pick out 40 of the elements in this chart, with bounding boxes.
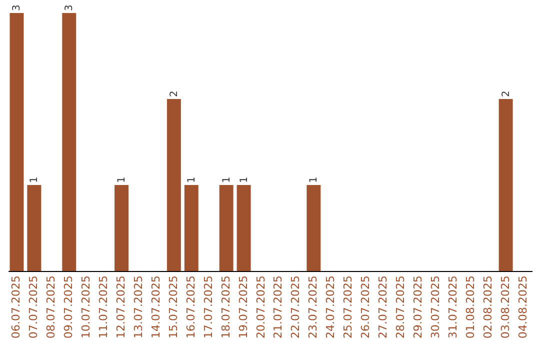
data-label: 1 [308, 176, 320, 183]
x-tick-label: 14.07.2025 [149, 276, 162, 338]
x-tick-label: 16.07.2025 [184, 276, 198, 338]
x-tick-label: 17.07.2025 [202, 276, 215, 338]
data-label: 1 [186, 176, 198, 183]
data-label: 3 [64, 4, 76, 11]
x-tick-label: 09.07.2025 [62, 276, 76, 338]
x-tick-label: 08.07.2025 [44, 276, 58, 338]
data-label: 2 [500, 90, 512, 97]
data-label: 1 [116, 176, 128, 183]
x-tick-label: 21.07.2025 [272, 276, 285, 338]
x-tick-label: 07.07.2025 [27, 276, 40, 338]
x-tick-label: 03.08.2025 [498, 276, 512, 338]
x-tick-label: 10.07.2025 [80, 276, 93, 338]
data-label: 2 [168, 90, 180, 97]
x-tick-label: 31.07.2025 [446, 276, 460, 338]
x-tick-label: 01.08.2025 [464, 276, 477, 338]
x-tick-label: 28.07.2025 [394, 276, 407, 338]
x-tick-label: 22.07.2025 [289, 276, 302, 338]
data-label: 1 [29, 176, 40, 183]
x-tick-label: 23.07.2025 [306, 276, 320, 338]
x-tick-label: 24.07.2025 [324, 276, 338, 338]
x-tick-label: 13.07.2025 [132, 276, 145, 338]
x-tick-label: 26.07.2025 [359, 276, 372, 338]
x-tick-label: 02.08.2025 [481, 276, 494, 338]
x-tick-label: 11.07.2025 [97, 276, 110, 338]
x-tick-label: 15.07.2025 [166, 276, 180, 338]
data-label: 1 [238, 176, 250, 183]
x-tick-label: 27.07.2025 [376, 276, 390, 338]
x-tick-label: 18.07.2025 [219, 276, 232, 338]
x-tick-label: 04.08.2025 [516, 276, 530, 338]
data-label: 1 [221, 176, 232, 183]
x-tick-label: 20.07.2025 [254, 276, 268, 338]
x-tick-label: 30.07.2025 [428, 276, 442, 338]
x-tick-label: 29.07.2025 [411, 276, 424, 338]
data-label: 3 [12, 4, 23, 11]
x-tick-label: 25.07.2025 [342, 276, 355, 338]
x-tick-label: 19.07.2025 [236, 276, 250, 338]
x-tick-label: 06.07.2025 [10, 276, 23, 338]
x-tick-label: 12.07.2025 [114, 276, 128, 338]
